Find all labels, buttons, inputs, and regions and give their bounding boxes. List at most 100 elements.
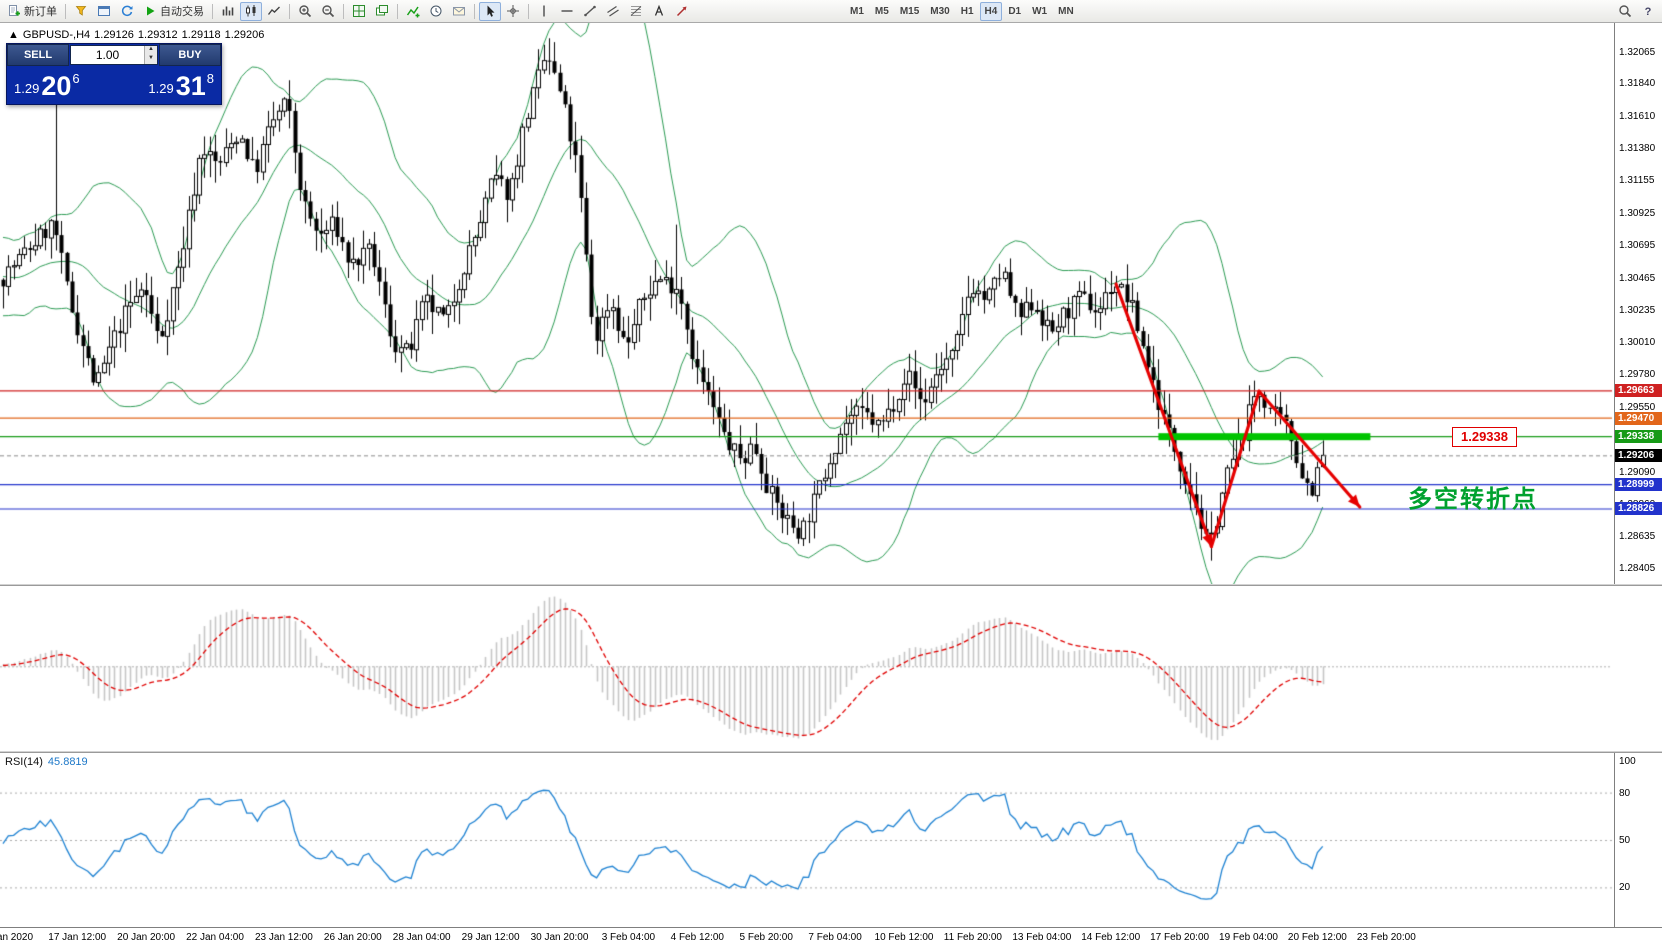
timeframe-button-d1[interactable]: D1 — [1008, 5, 1022, 17]
new-order-button[interactable]: 新订单 — [3, 2, 61, 21]
price-tick: 1.29090 — [1619, 466, 1656, 478]
rsi-pane[interactable]: RSI(14) 45.8819 100 80 50 20 — [0, 753, 1662, 927]
ohlc-high: 1.29312 — [137, 29, 178, 41]
vline-icon — [537, 4, 551, 18]
horizontal-line-tool-button[interactable] — [556, 2, 578, 21]
svg-text:?: ? — [1645, 6, 1652, 18]
line-chart-button[interactable] — [263, 2, 285, 21]
buy-price[interactable]: 1.29 31 8 — [148, 66, 214, 104]
buy-price-pips: 31 — [175, 71, 206, 101]
time-label: 6 Jan 2020 — [0, 932, 34, 943]
play-icon — [143, 4, 157, 18]
fibonacci-tool-button[interactable] — [625, 2, 647, 21]
price-line-tag: 1.28826 — [1615, 502, 1662, 516]
timeframe-button-m30[interactable]: M30 — [930, 5, 950, 17]
linechart-icon — [267, 4, 281, 18]
bar-chart-button[interactable] — [217, 2, 239, 21]
volume-up-button[interactable]: ▲ — [148, 46, 154, 52]
channel-tool-button[interactable] — [602, 2, 624, 21]
rsi-axis[interactable]: 100 80 50 20 — [1614, 753, 1662, 927]
sell-price[interactable]: 1.29 20 6 — [14, 66, 80, 104]
candlestick-chart-button[interactable] — [240, 1, 262, 21]
toolbar-separator — [65, 3, 66, 19]
price-line-tag: 1.28999 — [1615, 478, 1662, 492]
price-axis[interactable]: 1.32065 1.31840 1.31610 1.31380 1.31155 1.309… — [1614, 23, 1662, 584]
pane-splitter[interactable] — [0, 584, 1662, 586]
time-label: 11 Feb 20:00 — [943, 932, 1002, 943]
crosshair-tool-button[interactable] — [502, 2, 524, 21]
zoom-out-icon — [321, 4, 335, 18]
main-chart-pane[interactable]: ▲ GBPUSD-,H4 1.29126 1.29312 1.29118 1.29206 … — [0, 23, 1662, 584]
ohlc-low: 1.29118 — [181, 29, 221, 41]
crosshair-icon — [506, 4, 520, 18]
one-click-trading-panel: SELL ▲ ▼ BUY 1.29206 1.293 — [6, 43, 222, 105]
cursor-tool-button[interactable] — [479, 1, 501, 21]
price-tick: 1.30695 — [1619, 240, 1656, 252]
search-button[interactable] — [1614, 2, 1636, 21]
macd-canvas[interactable]: MACD(12,26,9)-0.001183-0.001343 0.003667… — [0, 586, 1614, 751]
timeframe-button-m15[interactable]: M15 — [899, 5, 920, 17]
arrow-icon — [675, 4, 689, 18]
annotation-text[interactable]: 多空转折点 — [1408, 486, 1538, 514]
volume-down-button[interactable]: ▼ — [148, 55, 154, 61]
timeframe-button-m1[interactable]: M1 — [850, 5, 864, 17]
autotrading-button[interactable]: 自动交易 — [139, 2, 208, 21]
rsi-name: RSI(14) — [5, 756, 43, 768]
templates-button[interactable] — [448, 2, 470, 21]
search-icon — [1618, 4, 1632, 18]
timeframe-button-m5[interactable]: M5 — [874, 5, 889, 17]
macd-pane[interactable]: MACD(12,26,9)-0.001183-0.001343 0.003667… — [0, 586, 1662, 751]
time-label: 3 Feb 04:00 — [601, 932, 656, 943]
timeframe-button-mn[interactable]: MN — [1058, 5, 1074, 17]
timeframe-button-h1[interactable]: H1 — [960, 5, 974, 17]
time-label: 26 Jan 20:00 — [323, 932, 382, 943]
tile-windows-button[interactable] — [348, 2, 370, 21]
buy-price-major: 1.29 — [148, 81, 174, 96]
main-toolbar: 新订单 自动交易 M1 M5 M15 M30 H1 H4 D1 W1 MN? — [0, 0, 1662, 23]
rsi-label: RSI(14) 45.8819 — [5, 756, 93, 768]
trendline-tool-button[interactable] — [579, 2, 601, 21]
rsi-canvas[interactable] — [0, 753, 1614, 927]
time-label: 29 Jan 12:00 — [461, 932, 520, 943]
tiles-icon — [352, 4, 366, 18]
price-tick: 1.30235 — [1619, 305, 1656, 317]
trend-icon — [583, 4, 597, 18]
sell-button[interactable]: SELL — [7, 44, 69, 66]
cascade-windows-button[interactable] — [371, 2, 393, 21]
zoom-out-button[interactable] — [317, 2, 339, 21]
refresh-button[interactable] — [116, 2, 138, 21]
market-watch-button[interactable] — [70, 2, 92, 21]
buy-button[interactable]: BUY — [159, 44, 221, 66]
volume-input[interactable] — [71, 46, 144, 64]
price-tick: 1.31840 — [1619, 78, 1656, 90]
buy-price-point: 8 — [206, 71, 214, 86]
funnel-icon — [74, 4, 88, 18]
timeframe-button-h4[interactable]: H4 — [979, 1, 1003, 21]
chart-title: ▲ GBPUSD-,H4 1.29126 1.29312 1.29118 1.29206 — [8, 29, 268, 41]
time-label: 19 Feb 04:00 — [1219, 932, 1278, 943]
price-callout[interactable]: 1.29338 — [1452, 426, 1517, 447]
data-window-button[interactable] — [93, 2, 115, 21]
periods-button[interactable] — [425, 2, 447, 21]
text-tool-button[interactable] — [648, 2, 670, 21]
price-tick: 1.29550 — [1619, 401, 1656, 413]
vertical-line-tool-button[interactable] — [533, 2, 555, 21]
price-chart-canvas[interactable] — [0, 23, 1614, 584]
indicators-button[interactable] — [402, 2, 424, 21]
time-label: 30 Jan 20:00 — [530, 932, 589, 943]
help-button[interactable]: ? — [1637, 2, 1659, 21]
indicators-icon — [406, 4, 420, 18]
timeframe-button-w1[interactable]: W1 — [1032, 5, 1048, 17]
window-icon — [97, 4, 111, 18]
toolbar-separator — [289, 3, 290, 19]
price-tick: 1.29780 — [1619, 369, 1656, 381]
zoom-in-button[interactable] — [294, 2, 316, 21]
arrows-tool-button[interactable] — [671, 2, 693, 21]
toolbar-button-label: 新订单 — [24, 6, 57, 18]
mail-icon — [452, 4, 466, 18]
pane-splitter[interactable] — [0, 751, 1662, 753]
time-axis[interactable]: 6 Jan 2020 17 Jan 12:00 20 Jan 20:00 22 Jan… — [0, 927, 1662, 948]
toolbar-button-label: 自动交易 — [160, 6, 204, 18]
candles-icon — [244, 4, 258, 18]
symbol-direction-icon: ▲ — [8, 29, 19, 41]
